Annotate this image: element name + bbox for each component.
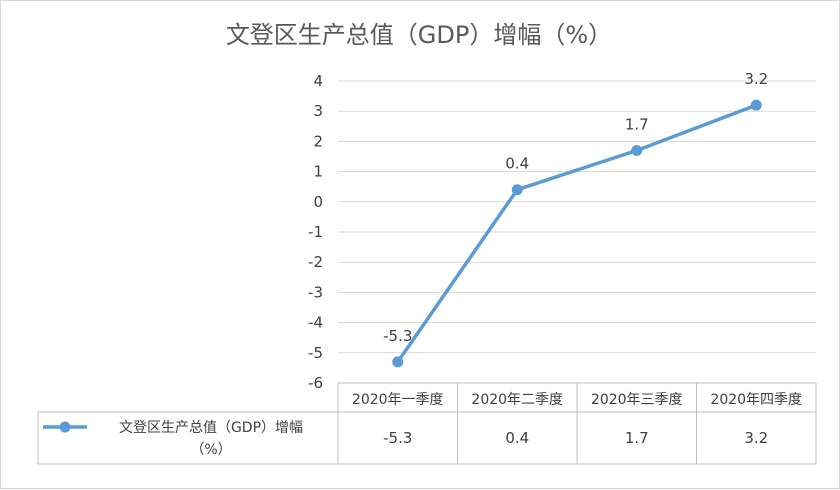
- y-tick-label: 3: [313, 102, 323, 120]
- x-category-label: 2020年四季度: [710, 392, 802, 408]
- chart-title: 文登区生产总值（GDP）增幅（%）: [226, 21, 612, 49]
- y-tick-label: -6: [308, 374, 323, 392]
- data-label: -5.3: [383, 327, 412, 345]
- y-tick-label: -3: [308, 283, 323, 301]
- data-point: [511, 184, 523, 196]
- y-tick-label: -4: [308, 314, 323, 332]
- series-line-path: [396, 103, 757, 363]
- legend-label: （%）: [190, 442, 231, 458]
- table-value: 1.7: [625, 429, 649, 447]
- x-category-label: 2020年二季度: [471, 392, 563, 408]
- y-tick-label: -1: [308, 223, 323, 241]
- table-value: -5.3: [383, 429, 412, 447]
- y-tick-label: -5: [308, 344, 323, 362]
- legend-marker: [59, 421, 71, 433]
- x-category-label: 2020年一季度: [352, 392, 444, 408]
- data-point: [392, 356, 404, 368]
- y-tick-label: 2: [313, 132, 323, 150]
- table-value: 3.2: [744, 429, 768, 447]
- series-line: [392, 99, 762, 368]
- data-label: 3.2: [744, 70, 768, 88]
- data-point: [750, 99, 762, 111]
- table-value: 0.4: [505, 429, 529, 447]
- y-tick-label: 0: [313, 193, 323, 211]
- y-tick-label: 1: [313, 163, 323, 181]
- data-label: 1.7: [625, 115, 649, 133]
- x-category-label: 2020年三季度: [591, 392, 683, 408]
- y-tick-label: 4: [313, 72, 323, 90]
- legend-label: 文登区生产总值（GDP）增幅: [119, 420, 303, 436]
- data-table: 2020年一季度 2020年二季度 2020年三季度 2020年四季度 -5.3 0.4 1…: [37, 382, 817, 465]
- y-axis: 4 3 2 1 0 -1 -2 -3 -4 -5 -6: [308, 72, 323, 392]
- data-point: [631, 144, 643, 156]
- data-labels: -5.3 0.4 1.7 3.2: [383, 70, 768, 345]
- data-label: 0.4: [505, 155, 529, 173]
- y-tick-label: -2: [308, 253, 323, 271]
